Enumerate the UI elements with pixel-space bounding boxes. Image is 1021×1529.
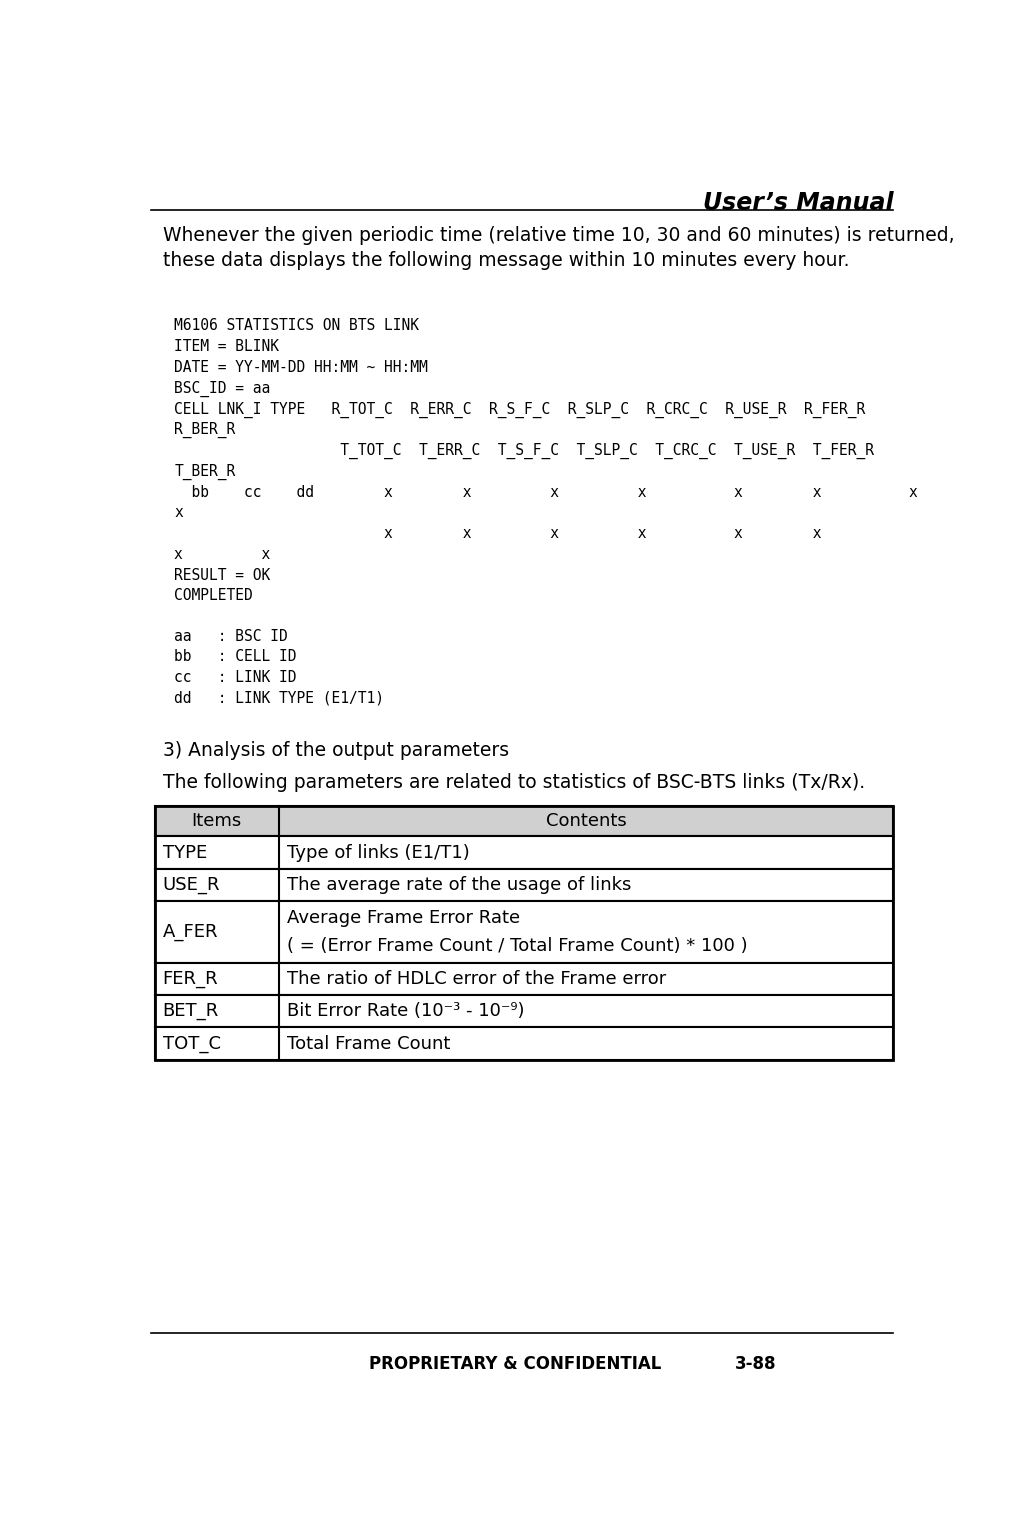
Text: Average Frame Error Rate: Average Frame Error Rate [287, 908, 520, 927]
Text: COMPLETED: COMPLETED [175, 589, 253, 604]
Text: bb    cc    dd        x        x         x         x          x        x        : bb cc dd x x x x x x [175, 485, 918, 500]
Bar [155, 836, 893, 868]
Text: TOT_C: TOT_C [162, 1035, 221, 1052]
Bar [155, 1027, 893, 1060]
Text: BET_R: BET_R [162, 1001, 218, 1020]
Bar [155, 868, 893, 901]
Text: The average rate of the usage of links: The average rate of the usage of links [287, 876, 631, 894]
Text: CELL LNK_I TYPE   R_TOT_C  R_ERR_C  R_S_F_C  R_SLP_C  R_CRC_C  R_USE_R  R_FER_R: CELL LNK_I TYPE R_TOT_C R_ERR_C R_S_F_C … [175, 402, 866, 417]
Text: The ratio of HDLC error of the Frame error: The ratio of HDLC error of the Frame err… [287, 969, 666, 988]
Text: cc   : LINK ID: cc : LINK ID [175, 670, 305, 685]
Text: Total Frame Count: Total Frame Count [287, 1035, 450, 1052]
Text: RESULT = OK: RESULT = OK [175, 567, 271, 583]
Bar [155, 995, 893, 1027]
Text: DATE = YY-MM-DD HH:MM ~ HH:MM: DATE = YY-MM-DD HH:MM ~ HH:MM [175, 359, 428, 375]
Text: these data displays the following message within 10 minutes every hour.: these data displays the following messag… [151, 251, 849, 271]
Text: Items: Items [192, 812, 242, 830]
Text: T_TOT_C  T_ERR_C  T_S_F_C  T_SLP_C  T_CRC_C  T_USE_R  T_FER_R: T_TOT_C T_ERR_C T_S_F_C T_SLP_C T_CRC_C … [175, 443, 874, 459]
Text: R_BER_R: R_BER_R [175, 422, 236, 439]
Text: Bit Error Rate (10⁻³ - 10⁻⁹): Bit Error Rate (10⁻³ - 10⁻⁹) [287, 1001, 524, 1020]
Text: M6106 STATISTICS ON BTS LINK: M6106 STATISTICS ON BTS LINK [175, 318, 420, 333]
Text: BSC_ID = aa: BSC_ID = aa [175, 381, 271, 398]
Text: A_FER: A_FER [162, 924, 218, 940]
Text: T_BER_R: T_BER_R [175, 463, 236, 480]
Text: 3) Analysis of the output parameters: 3) Analysis of the output parameters [162, 742, 508, 760]
Text: Type of links (E1/T1): Type of links (E1/T1) [287, 844, 470, 862]
Text: PROPRIETARY & CONFIDENTIAL: PROPRIETARY & CONFIDENTIAL [369, 1355, 662, 1373]
Text: bb   : CELL ID: bb : CELL ID [175, 650, 297, 664]
Text: x        x         x         x          x        x: x x x x x x [175, 526, 822, 541]
Bar [155, 806, 893, 836]
Text: Whenever the given periodic time (relative time 10, 30 and 60 minutes) is return: Whenever the given periodic time (relati… [151, 226, 955, 245]
Bar [155, 901, 893, 963]
Text: FER_R: FER_R [162, 969, 218, 988]
Text: The following parameters are related to statistics of BSC-BTS links (Tx/Rx).: The following parameters are related to … [151, 774, 865, 792]
Text: 3-88: 3-88 [735, 1355, 776, 1373]
Text: dd   : LINK TYPE (E1/T1): dd : LINK TYPE (E1/T1) [175, 691, 384, 706]
Text: aa   : BSC ID: aa : BSC ID [175, 628, 288, 644]
Bar [155, 806, 893, 1060]
Text: x         x: x x [175, 547, 271, 563]
Bar [155, 963, 893, 995]
Text: ITEM = BLINK: ITEM = BLINK [175, 339, 279, 355]
Text: Contents: Contents [545, 812, 627, 830]
Text: TYPE: TYPE [162, 844, 206, 862]
Text: ( = (Error Frame Count / Total Frame Count) * 100 ): ( = (Error Frame Count / Total Frame Cou… [287, 937, 747, 954]
Text: User’s Manual: User’s Manual [702, 191, 893, 216]
Text: x: x [175, 506, 183, 520]
Text: USE_R: USE_R [162, 876, 220, 894]
